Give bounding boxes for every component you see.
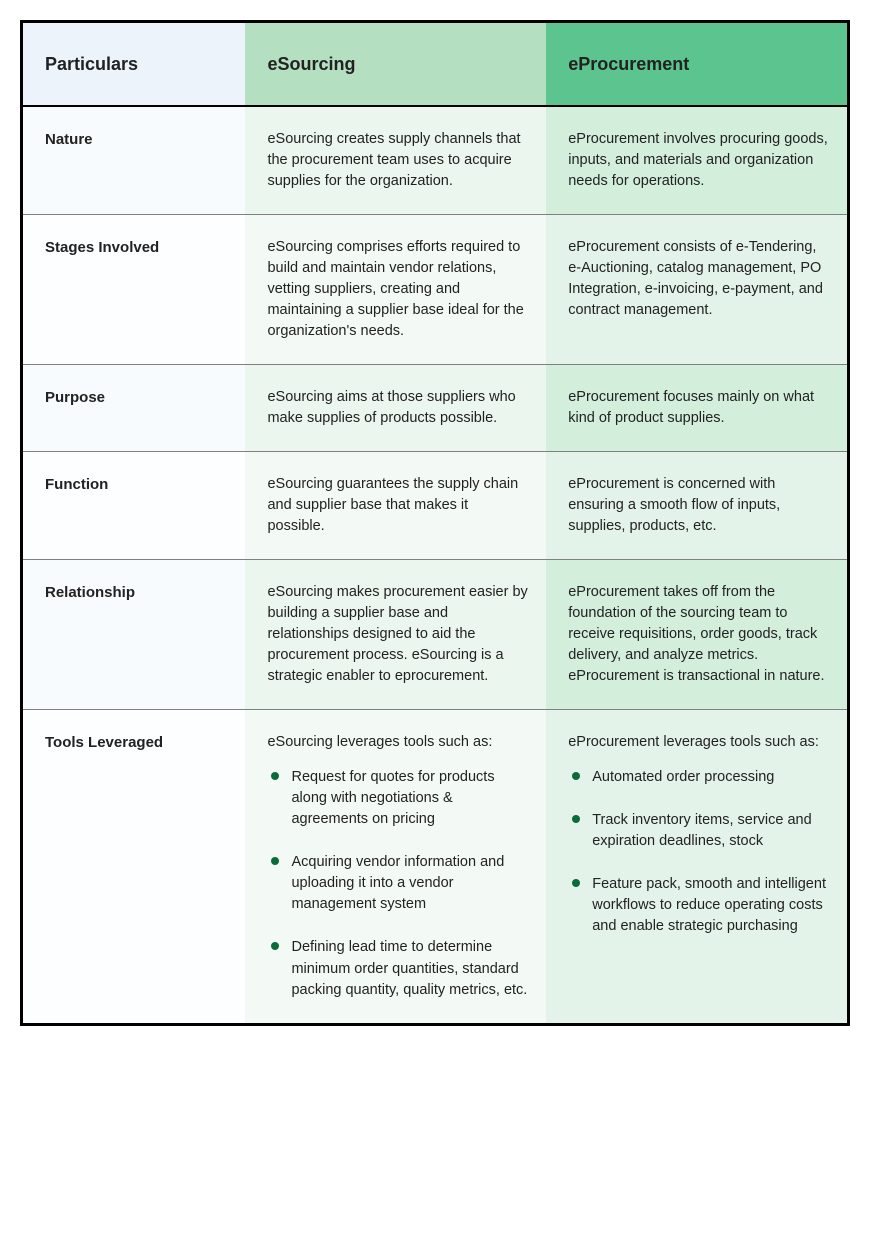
- header-eprocurement: eProcurement: [546, 23, 847, 107]
- row-label: Relationship: [45, 582, 227, 604]
- bullet-item: Acquiring vendor information and uploadi…: [267, 852, 528, 915]
- cell-text: eProcurement focuses mainly on what kind…: [568, 387, 829, 429]
- table-row: Stages Involved eSourcing comprises effor…: [23, 215, 847, 365]
- eprocurement-cell: eProcurement involves procuring goods, i…: [546, 107, 847, 215]
- cell-text: eSourcing aims at those suppliers who ma…: [267, 387, 528, 429]
- row-label-cell: Stages Involved: [23, 215, 245, 365]
- cell-text: eSourcing comprises efforts required to …: [267, 237, 528, 342]
- esourcing-cell: eSourcing guarantees the supply chain an…: [245, 452, 546, 560]
- cell-text: eProcurement consists of e-Tendering, e-…: [568, 237, 829, 321]
- esourcing-cell: eSourcing creates supply channels that t…: [245, 107, 546, 215]
- esourcing-cell: eSourcing aims at those suppliers who ma…: [245, 365, 546, 452]
- comparison-table: Particulars eSourcing eProcurement Natur…: [20, 20, 850, 1026]
- bullet-item: Defining lead time to determine minimum …: [267, 937, 528, 1000]
- row-label: Tools Leveraged: [45, 732, 227, 754]
- row-label-cell: Function: [23, 452, 245, 560]
- table-row: Purpose eSourcing aims at those suppliers…: [23, 365, 847, 452]
- cell-text: eProcurement leverages tools such as:: [568, 732, 829, 753]
- row-label: Nature: [45, 129, 227, 151]
- cell-text: eSourcing creates supply channels that t…: [267, 129, 528, 192]
- esourcing-cell: eSourcing comprises efforts required to …: [245, 215, 546, 365]
- bullet-list: Automated order processing Track inventor…: [568, 767, 829, 937]
- table-row: Nature eSourcing creates supply channels …: [23, 107, 847, 215]
- esourcing-cell: eSourcing leverages tools such as: Reques…: [245, 710, 546, 1022]
- bullet-item: Request for quotes for products along wi…: [267, 767, 528, 830]
- row-label-cell: Purpose: [23, 365, 245, 452]
- eprocurement-cell: eProcurement leverages tools such as: Aut…: [546, 710, 847, 1022]
- eprocurement-cell: eProcurement takes off from the foundati…: [546, 560, 847, 710]
- eprocurement-cell: eProcurement focuses mainly on what kind…: [546, 365, 847, 452]
- bullet-item: Track inventory items, service and expir…: [568, 810, 829, 852]
- table-row: Function eSourcing guarantees the supply …: [23, 452, 847, 560]
- row-label-cell: Relationship: [23, 560, 245, 710]
- eprocurement-cell: eProcurement is concerned with ensuring …: [546, 452, 847, 560]
- eprocurement-cell: eProcurement consists of e-Tendering, e-…: [546, 215, 847, 365]
- table-row: Tools Leveraged eSourcing leverages tools…: [23, 710, 847, 1022]
- cell-text: eProcurement involves procuring goods, i…: [568, 129, 829, 192]
- cell-text: eProcurement takes off from the foundati…: [568, 582, 829, 687]
- row-label: Purpose: [45, 387, 227, 409]
- cell-text: eSourcing makes procurement easier by bu…: [267, 582, 528, 687]
- row-label: Function: [45, 474, 227, 496]
- table-row: Relationship eSourcing makes procurement …: [23, 560, 847, 710]
- esourcing-cell: eSourcing makes procurement easier by bu…: [245, 560, 546, 710]
- row-label: Stages Involved: [45, 237, 227, 259]
- cell-text: eProcurement is concerned with ensuring …: [568, 474, 829, 537]
- row-label-cell: Tools Leveraged: [23, 710, 245, 1022]
- cell-text: eSourcing leverages tools such as:: [267, 732, 528, 753]
- table-body: Nature eSourcing creates supply channels …: [23, 107, 847, 1022]
- row-label-cell: Nature: [23, 107, 245, 215]
- header-particulars: Particulars: [23, 23, 245, 107]
- bullet-item: Automated order processing: [568, 767, 829, 788]
- header-esourcing: eSourcing: [245, 23, 546, 107]
- bullet-list: Request for quotes for products along wi…: [267, 767, 528, 1000]
- bullet-item: Feature pack, smooth and intelligent wor…: [568, 874, 829, 937]
- cell-text: eSourcing guarantees the supply chain an…: [267, 474, 528, 537]
- table-header-row: Particulars eSourcing eProcurement: [23, 23, 847, 107]
